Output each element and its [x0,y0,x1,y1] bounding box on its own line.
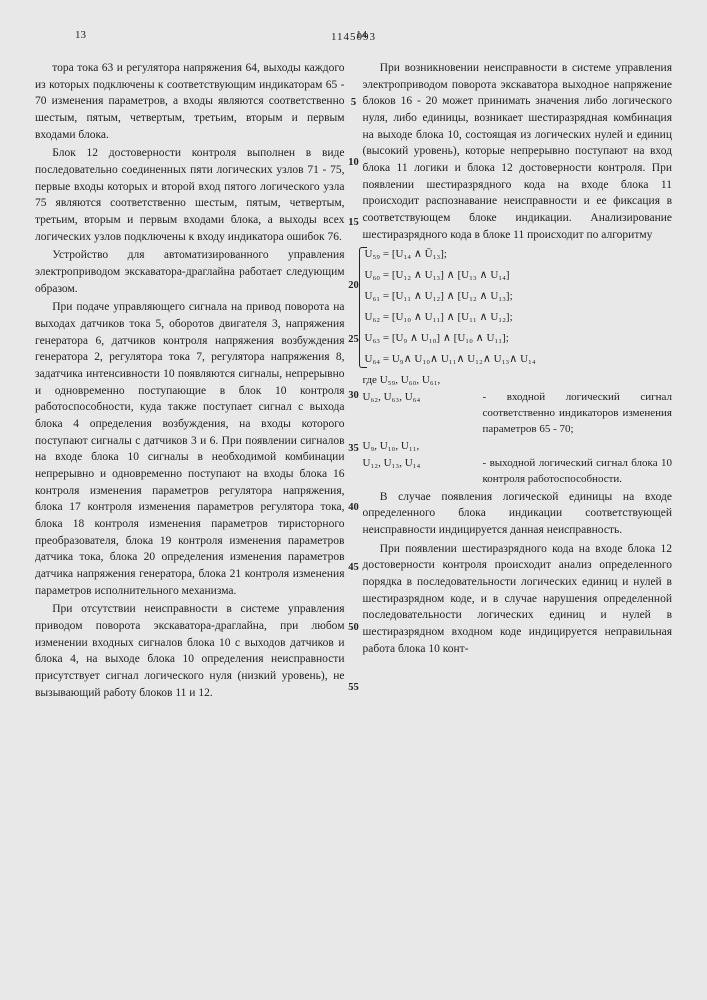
formula: U₆₄ = U₉∧ U₁₀∧ U₁₁∧ U₁₂∧ U₁₃∧ U₁₄ [365,352,673,368]
line-number: 40 [348,500,359,515]
line-number: 15 [348,215,359,230]
formula-block: U₅₉ = [U₁₄ ∧ Ū₁₃]; U₆₀ = [U₁₂ ∧ U₁₃] ∧ [… [365,247,673,368]
formula-rhs: = [U₁₁ ∧ U₁₂] ∧ [U₁₂ ∧ U₁₃]; [383,290,513,302]
where-row: где U₅₉, U₆₀, U₆₁, [363,373,673,389]
formula-lhs: U₆₂ [365,311,381,323]
formula-lhs: U₅₉ [365,248,381,260]
formula: U₅₉ = [U₁₄ ∧ Ū₁₃]; [365,247,673,263]
paragraph: В случае появления логической единицы на… [363,489,673,539]
paragraph: При отсутствии неисправности в системе у… [35,601,345,701]
bracket-icon [359,247,367,368]
line-number: 50 [348,620,359,635]
where-row: U₁₂, U₁₃, U₁₄ - выходной логический сигн… [363,456,673,488]
formula-lhs: U₆₀ [365,269,381,281]
paragraph: При появлении шестиразрядного кода на вх… [363,541,673,658]
where-row: U₆₂, U₆₃, U₆₄ - входной логический сигна… [363,390,673,438]
formula-lhs: U₆₁ [365,290,381,302]
formula: U₆₃ = [U₉ ∧ U₁₀] ∧ [U₁₀ ∧ U₁₁]; [365,331,673,347]
paragraph: При подаче управляющего сигнала на приво… [35,299,345,599]
right-column: При возникновении неисправности в систем… [363,60,673,704]
formula: U₆₁ = [U₁₁ ∧ U₁₂] ∧ [U₁₂ ∧ U₁₃]; [365,289,673,305]
line-number: 55 [348,680,359,695]
line-number: 20 [348,278,359,293]
where-symbols: U₆₂, U₆₃, U₆₄ [363,390,483,438]
formula-rhs: = [U₁₄ ∧ Ū₁₃]; [383,248,447,260]
line-number: 10 [348,155,359,170]
formula-rhs: = U₉∧ U₁₀∧ U₁₁∧ U₁₂∧ U₁₃∧ U₁₄ [383,353,536,365]
formula-rhs: = [U₁₂ ∧ U₁₃] ∧ [U₁₃ ∧ U₁₄] [383,269,510,281]
line-number: 25 [348,332,359,347]
where-row: U₉, U₁₀, U₁₁, [363,439,673,455]
line-number: 5 [351,95,356,110]
line-number: 45 [348,560,359,575]
where-definition: - входной логический сигнал соответствен… [483,390,673,438]
where-symbols: где U₅₉, U₆₀, U₆₁, [363,373,483,389]
left-column: тора тока 63 и регулятора напряжения 64,… [35,60,345,704]
where-block: где U₅₉, U₆₀, U₆₁, U₆₂, U₆₃, U₆₄ - входн… [363,373,673,488]
paragraph: тора тока 63 и регулятора напряжения 64,… [35,60,345,143]
formula-lhs: U₆₄ [365,353,381,365]
formula-rhs: = [U₁₀ ∧ U₁₁] ∧ [U₁₁ ∧ U₁₂]; [383,311,513,323]
line-number: 35 [348,441,359,456]
where-symbols: U₁₂, U₁₃, U₁₄ [363,456,483,488]
paragraph: При возникновении неисправности в систем… [363,60,673,243]
where-definition: - выходной логический сигнал блока 10 ко… [483,456,673,488]
paragraph: Блок 12 достоверности контроля выполнен … [35,145,345,245]
formula-rhs: = [U₉ ∧ U₁₀] ∧ [U₁₀ ∧ U₁₁]; [383,332,509,344]
paragraph: Устройство для автоматизированного управ… [35,247,345,297]
page-number-left: 13 [75,28,86,44]
where-symbols: U₉, U₁₀, U₁₁, [363,439,483,455]
page-number-right: 14 [356,28,367,44]
line-number: 30 [348,388,359,403]
formula: U₆₂ = [U₁₀ ∧ U₁₁] ∧ [U₁₁ ∧ U₁₂]; [365,310,673,326]
formula: U₆₀ = [U₁₂ ∧ U₁₃] ∧ [U₁₃ ∧ U₁₄] [365,268,673,284]
formula-lhs: U₆₃ [365,332,381,344]
document-number: 1145093 [35,30,672,46]
